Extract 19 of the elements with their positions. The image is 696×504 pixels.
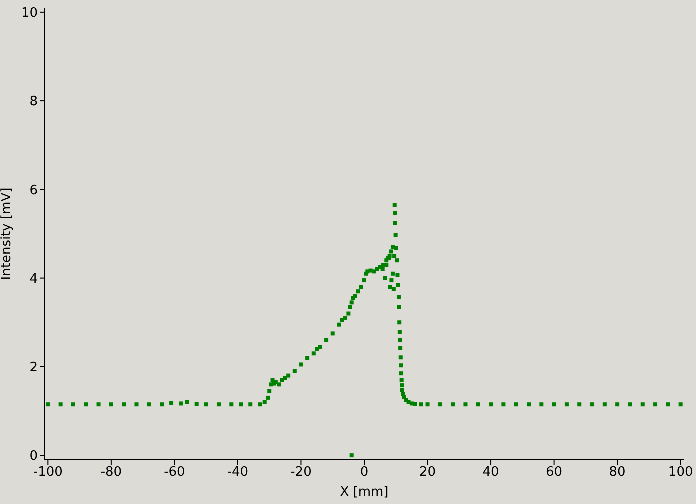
x-tick-label: -60 xyxy=(164,465,186,480)
y-tick-label: 10 xyxy=(21,6,38,22)
x-tick-label: -40 xyxy=(227,465,249,480)
x-tick-label: 40 xyxy=(482,465,500,480)
y-tick-label: 2 xyxy=(30,360,38,376)
x-tick-label: -20 xyxy=(290,465,312,480)
x-tick-label: -100 xyxy=(33,465,63,480)
x-tick-label: 100 xyxy=(668,465,694,480)
y-tick-label: 4 xyxy=(30,272,38,287)
x-tick-label: 20 xyxy=(419,465,436,480)
y-tick-label: 8 xyxy=(30,94,38,110)
x-tick-label: 60 xyxy=(546,465,563,480)
x-tick-label: 0 xyxy=(360,465,369,480)
y-axis-title: Intensity [mV] xyxy=(0,188,15,280)
x-tick-label: -80 xyxy=(100,465,122,480)
x-axis-title: X [mm] xyxy=(340,485,389,500)
y-tick-label: 0 xyxy=(30,449,38,464)
y-tick-label: 6 xyxy=(30,183,38,198)
x-tick-label: 80 xyxy=(609,465,626,480)
